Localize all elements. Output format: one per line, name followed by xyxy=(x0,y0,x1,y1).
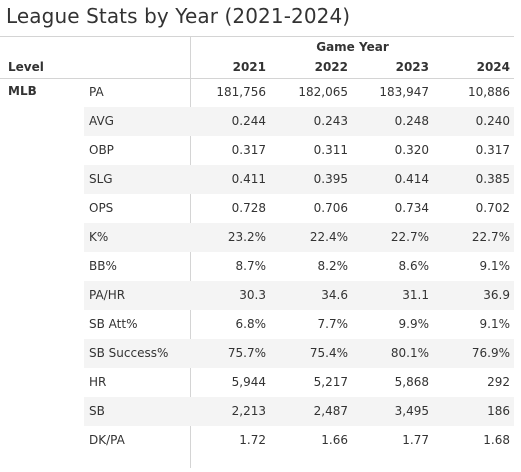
table-cell: 0.734 xyxy=(394,201,429,215)
metric-label: SB Success% xyxy=(89,346,169,360)
table-row[interactable]: DK/PA 1.72 1.66 1.77 1.68 xyxy=(84,426,514,455)
table-cell: 0.317 xyxy=(231,143,266,157)
table-cell: 0.248 xyxy=(394,114,429,128)
table-cell: 22.7% xyxy=(471,230,510,244)
table-cell: 3,495 xyxy=(394,404,429,418)
table-cell: 0.244 xyxy=(231,114,266,128)
table-cell: 186 xyxy=(487,404,510,418)
table-cell: 8.2% xyxy=(317,259,349,273)
metric-label: AVG xyxy=(89,114,114,128)
table-row[interactable]: K% 23.2% 22.4% 22.7% 22.7% xyxy=(84,223,514,252)
table-cell: 0.240 xyxy=(475,114,510,128)
column-divider xyxy=(190,36,191,468)
header-bottom-divider xyxy=(0,78,514,79)
table-cell: 6.8% xyxy=(235,317,267,331)
page-title: League Stats by Year (2021-2024) xyxy=(6,4,351,28)
table-cell: 8.7% xyxy=(235,259,267,273)
year-header-2023[interactable]: 2023 xyxy=(395,60,429,74)
table-cell: 34.6 xyxy=(321,288,348,302)
table-cell: 75.7% xyxy=(227,346,266,360)
column-group-header: Game Year xyxy=(316,40,389,54)
table-row[interactable]: SB Att% 6.8% 7.7% 9.9% 9.1% xyxy=(84,310,514,339)
table-cell: 30.3 xyxy=(239,288,266,302)
metric-label: OBP xyxy=(89,143,114,157)
year-header-2022[interactable]: 2022 xyxy=(314,60,348,74)
metric-label: DK/PA xyxy=(89,433,125,447)
table-row[interactable]: AVG 0.244 0.243 0.248 0.240 xyxy=(84,107,514,136)
metric-label: OPS xyxy=(89,201,114,215)
table-cell: 22.7% xyxy=(390,230,429,244)
year-header-2021[interactable]: 2021 xyxy=(232,60,266,74)
table-cell: 10,886 xyxy=(468,85,510,99)
table-cell: 9.1% xyxy=(479,317,511,331)
table-cell: 0.317 xyxy=(475,143,510,157)
metric-label: SB xyxy=(89,404,105,418)
table-cell: 0.243 xyxy=(313,114,348,128)
table-row[interactable]: BB% 8.7% 8.2% 8.6% 9.1% xyxy=(84,252,514,281)
table-cell: 5,868 xyxy=(394,375,429,389)
level-cell-mlb[interactable]: MLB xyxy=(8,84,37,98)
table-row[interactable]: PA 181,756 182,065 183,947 10,886 xyxy=(84,78,514,107)
table-cell: 1.72 xyxy=(239,433,266,447)
table-cell: 1.77 xyxy=(402,433,429,447)
metric-label: BB% xyxy=(89,259,117,273)
metric-label: HR xyxy=(89,375,107,389)
table-cell: 5,944 xyxy=(231,375,266,389)
table-cell: 0.706 xyxy=(313,201,348,215)
table-cell: 9.9% xyxy=(398,317,430,331)
table-cell: 75.4% xyxy=(309,346,348,360)
table-row[interactable]: PA/HR 30.3 34.6 31.1 36.9 xyxy=(84,281,514,310)
table-row[interactable]: SB Success% 75.7% 75.4% 80.1% 76.9% xyxy=(84,339,514,368)
metric-label: PA/HR xyxy=(89,288,126,302)
table-cell: 2,213 xyxy=(231,404,266,418)
table-row[interactable]: OPS 0.728 0.706 0.734 0.702 xyxy=(84,194,514,223)
table-cell: 182,065 xyxy=(298,85,348,99)
table-row[interactable]: SLG 0.411 0.395 0.414 0.385 xyxy=(84,165,514,194)
table-cell: 292 xyxy=(487,375,510,389)
table-cell: 23.2% xyxy=(227,230,266,244)
year-header-2024[interactable]: 2024 xyxy=(476,60,510,74)
table-cell: 22.4% xyxy=(309,230,348,244)
table-cell: 183,947 xyxy=(379,85,429,99)
table-cell: 7.7% xyxy=(317,317,349,331)
table-cell: 36.9 xyxy=(483,288,510,302)
table-row[interactable]: HR 5,944 5,217 5,868 292 xyxy=(84,368,514,397)
table-cell: 1.68 xyxy=(483,433,510,447)
table-row[interactable]: OBP 0.317 0.311 0.320 0.317 xyxy=(84,136,514,165)
table-cell: 0.728 xyxy=(231,201,266,215)
table-cell: 80.1% xyxy=(390,346,429,360)
table-cell: 5,217 xyxy=(313,375,348,389)
table-cell: 31.1 xyxy=(402,288,429,302)
header-top-divider xyxy=(0,36,514,37)
table-cell: 0.385 xyxy=(475,172,510,186)
metric-label: SLG xyxy=(89,172,113,186)
table-cell: 181,756 xyxy=(216,85,266,99)
table-cell: 0.395 xyxy=(313,172,348,186)
table-cell: 0.320 xyxy=(394,143,429,157)
table-cell: 0.414 xyxy=(394,172,429,186)
level-column-header: Level xyxy=(8,60,44,74)
metric-label: PA xyxy=(89,85,104,99)
table-cell: 0.311 xyxy=(313,143,348,157)
table-cell: 0.411 xyxy=(231,172,266,186)
table-cell: 1.66 xyxy=(321,433,348,447)
table-cell: 9.1% xyxy=(479,259,511,273)
metric-label: SB Att% xyxy=(89,317,138,331)
table-cell: 76.9% xyxy=(471,346,510,360)
table-cell: 8.6% xyxy=(398,259,430,273)
table-cell: 2,487 xyxy=(313,404,348,418)
metric-label: K% xyxy=(89,230,109,244)
table-row[interactable]: SB 2,213 2,487 3,495 186 xyxy=(84,397,514,426)
table-cell: 0.702 xyxy=(475,201,510,215)
